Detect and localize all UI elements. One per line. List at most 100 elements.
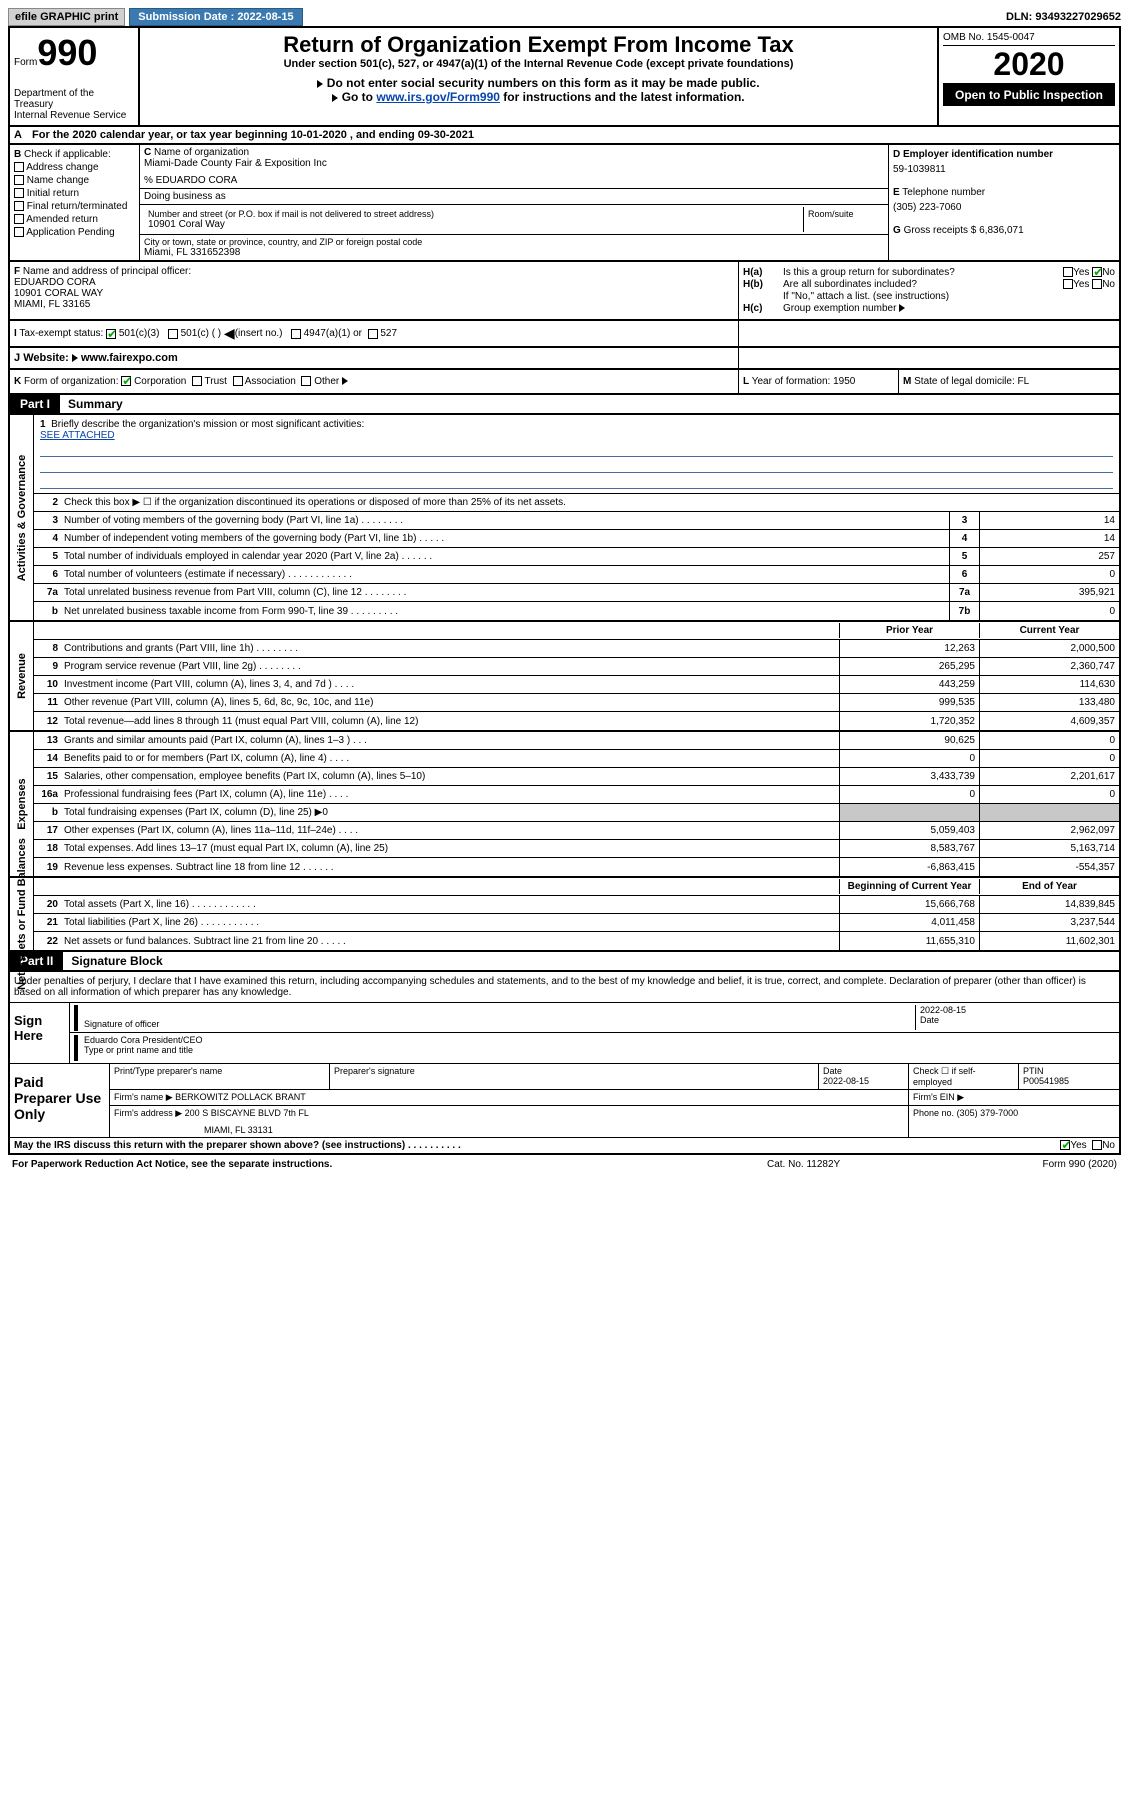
gross-value: 6,836,071 bbox=[979, 225, 1024, 236]
summary-line: 12Total revenue—add lines 8 through 11 (… bbox=[34, 712, 1119, 730]
form-org-label: Form of organization: bbox=[24, 376, 119, 387]
efile-btn[interactable]: efile GRAPHIC print bbox=[8, 8, 125, 26]
chk-initial[interactable] bbox=[14, 188, 24, 198]
domicile-label: State of legal domicile: bbox=[914, 376, 1015, 387]
summary-line: 8Contributions and grants (Part VIII, li… bbox=[34, 640, 1119, 658]
row-k: K Form of organization: Corporation Trus… bbox=[8, 368, 1121, 395]
vert-activities: Activities & Governance bbox=[16, 454, 28, 581]
org-name-label: Name of organization bbox=[154, 147, 249, 158]
ha-no[interactable] bbox=[1092, 267, 1102, 277]
chk-4947[interactable] bbox=[291, 329, 301, 339]
header-left: Form990 Department of the Treasury Inter… bbox=[10, 28, 140, 125]
topbar: efile GRAPHIC print Submission Date : 20… bbox=[8, 8, 1121, 26]
chk-amended[interactable] bbox=[14, 214, 24, 224]
sign-here-label: Sign Here bbox=[10, 1003, 70, 1063]
firm-city: MIAMI, FL 33131 bbox=[114, 1125, 904, 1135]
hb-yes[interactable] bbox=[1063, 279, 1073, 289]
chk-address[interactable] bbox=[14, 162, 24, 172]
note-goto-pre: Go to bbox=[342, 90, 377, 104]
netassets-section: Net Assets or Fund Balances Beginning of… bbox=[8, 878, 1121, 952]
officer-name: EDUARDO CORA bbox=[14, 277, 734, 288]
row-a-taxyear: A For the 2020 calendar year, or tax yea… bbox=[8, 125, 1121, 143]
hb-no[interactable] bbox=[1092, 279, 1102, 289]
summary-line: 3Number of voting members of the governi… bbox=[34, 512, 1119, 530]
summary-line: 6Total number of volunteers (estimate if… bbox=[34, 566, 1119, 584]
summary-line: 19Revenue less expenses. Subtract line 1… bbox=[34, 858, 1119, 876]
note-goto-post: for instructions and the latest informat… bbox=[500, 90, 745, 104]
summary-line: 11Other revenue (Part VIII, column (A), … bbox=[34, 694, 1119, 712]
prep-sig-label: Preparer's signature bbox=[330, 1064, 819, 1089]
line2-text: Check this box ▶ ☐ if the organization d… bbox=[62, 496, 1119, 509]
year-formation-label: Year of formation: bbox=[752, 376, 831, 387]
form-subtitle: Under section 501(c), 527, or 4947(a)(1)… bbox=[144, 58, 933, 70]
chk-name[interactable] bbox=[14, 175, 24, 185]
chk-trust[interactable] bbox=[192, 376, 202, 386]
prep-check-self: Check ☐ if self-employed bbox=[909, 1064, 1019, 1089]
summary-line: 14Benefits paid to or for members (Part … bbox=[34, 750, 1119, 768]
street-address: 10901 Coral Way bbox=[148, 219, 799, 230]
chk-corp[interactable] bbox=[121, 376, 131, 386]
open-public-badge: Open to Public Inspection bbox=[943, 84, 1115, 106]
sig-officer-label: Signature of officer bbox=[84, 1019, 159, 1029]
dln: DLN: 93493227029652 bbox=[1006, 11, 1121, 23]
chk-final[interactable] bbox=[14, 201, 24, 211]
sig-date-label: Date bbox=[920, 1015, 1111, 1025]
na-header: Beginning of Current Year End of Year bbox=[34, 878, 1119, 896]
note-ssn: Do not enter social security numbers on … bbox=[327, 76, 760, 90]
ha-yes[interactable] bbox=[1063, 267, 1073, 277]
form-header: Form990 Department of the Treasury Inter… bbox=[8, 26, 1121, 125]
paid-prep-label: Paid Preparer Use Only bbox=[10, 1064, 110, 1137]
chk-assoc[interactable] bbox=[233, 376, 243, 386]
summary-line: 17Other expenses (Part IX, column (A), l… bbox=[34, 822, 1119, 840]
summary-line: 15Salaries, other compensation, employee… bbox=[34, 768, 1119, 786]
year-formation: 1950 bbox=[833, 376, 855, 387]
section-b: B Check if applicable: Address change Na… bbox=[10, 145, 140, 260]
expenses-section: Expenses 13Grants and similar amounts pa… bbox=[8, 732, 1121, 878]
discuss-yes[interactable] bbox=[1060, 1140, 1070, 1150]
firm-name: BERKOWITZ POLLACK BRANT bbox=[175, 1092, 306, 1102]
mission-value[interactable]: SEE ATTACHED bbox=[40, 430, 1113, 441]
website-url[interactable]: www.fairexpo.com bbox=[81, 352, 178, 364]
addr-label: Number and street (or P.O. box if mail i… bbox=[148, 209, 799, 219]
summary-line: 9Program service revenue (Part VIII, lin… bbox=[34, 658, 1119, 676]
vert-netassets: Net Assets or Fund Balances bbox=[16, 838, 28, 990]
footer-left: For Paperwork Reduction Act Notice, see … bbox=[12, 1159, 767, 1170]
chk-501c3[interactable] bbox=[106, 329, 116, 339]
activities-section: Activities & Governance 1 Briefly descri… bbox=[8, 415, 1121, 622]
form-number: 990 bbox=[37, 32, 97, 73]
officer-typed-name: Eduardo Cora President/CEO bbox=[84, 1035, 1115, 1045]
form-word: Form bbox=[14, 57, 37, 68]
ptin-value: P00541985 bbox=[1023, 1076, 1069, 1086]
chk-pending[interactable] bbox=[14, 227, 24, 237]
chk-527[interactable] bbox=[368, 329, 378, 339]
dba-label: Doing business as bbox=[144, 191, 884, 202]
discuss-no[interactable] bbox=[1092, 1140, 1102, 1150]
website-label: Website: bbox=[23, 352, 69, 364]
prep-print-label: Print/Type preparer's name bbox=[110, 1064, 330, 1089]
part1-tab: Part I bbox=[10, 395, 60, 413]
phone-value: (305) 223-7060 bbox=[893, 202, 1115, 213]
chk-other[interactable] bbox=[301, 376, 311, 386]
row-fh: F Name and address of principal officer:… bbox=[8, 260, 1121, 319]
ha-text: Is this a group return for subordinates? bbox=[783, 267, 1005, 278]
care-of: % EDUARDO CORA bbox=[144, 175, 884, 186]
room-suite-label: Room/suite bbox=[804, 207, 884, 232]
hc-label: H(c) bbox=[743, 303, 783, 314]
summary-line: 20Total assets (Part X, line 16) . . . .… bbox=[34, 896, 1119, 914]
firm-addr: 200 S BISCAYNE BLVD 7th FL bbox=[185, 1108, 309, 1118]
submission-date[interactable]: Submission Date : 2022-08-15 bbox=[129, 8, 302, 26]
org-name: Miami-Dade County Fair & Exposition Inc bbox=[144, 158, 884, 169]
row-i: I Tax-exempt status: 501(c)(3) 501(c) ( … bbox=[8, 319, 1121, 346]
part2-header: Part II Signature Block bbox=[8, 952, 1121, 972]
summary-line: 7aTotal unrelated business revenue from … bbox=[34, 584, 1119, 602]
officer-city: MIAMI, FL 33165 bbox=[14, 299, 734, 310]
chk-501c[interactable] bbox=[168, 329, 178, 339]
section-h: H(a) Is this a group return for subordin… bbox=[739, 262, 1119, 319]
tax-status-label: Tax-exempt status: bbox=[19, 328, 103, 339]
vert-expenses: Expenses bbox=[16, 778, 28, 829]
ein-label: Employer identification number bbox=[903, 149, 1053, 160]
form-title: Return of Organization Exempt From Incom… bbox=[144, 32, 933, 58]
domicile: FL bbox=[1018, 376, 1030, 387]
summary-line: bTotal fundraising expenses (Part IX, co… bbox=[34, 804, 1119, 822]
instructions-link[interactable]: www.irs.gov/Form990 bbox=[376, 90, 500, 104]
